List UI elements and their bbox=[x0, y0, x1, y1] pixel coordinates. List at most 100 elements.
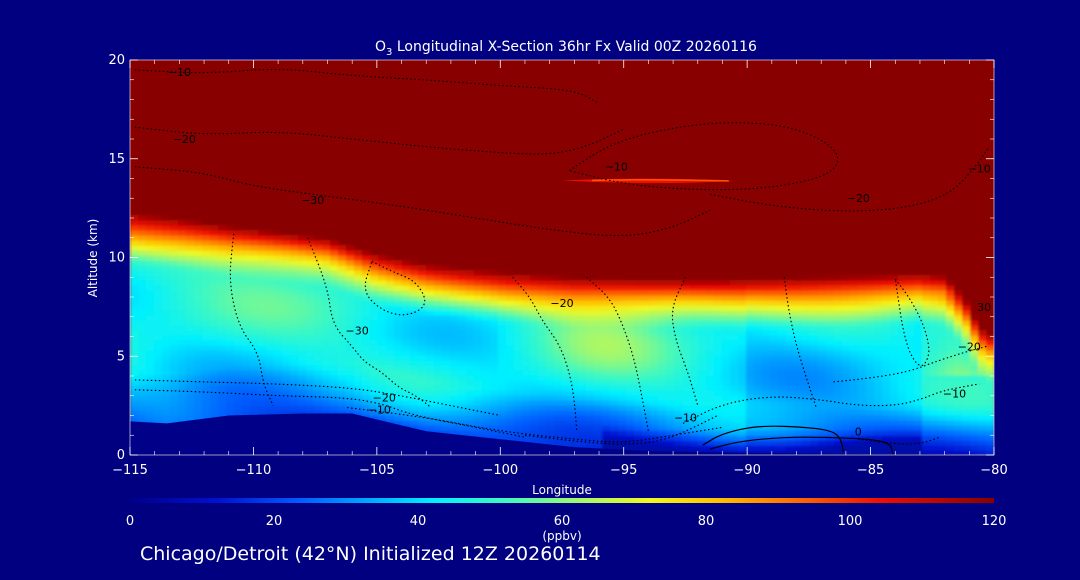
field-cell bbox=[258, 325, 267, 331]
field-cell bbox=[170, 290, 179, 296]
field-cell bbox=[490, 355, 499, 361]
field-cell bbox=[578, 370, 587, 376]
field-cell bbox=[130, 300, 139, 306]
field-cell bbox=[634, 400, 643, 406]
field-cell bbox=[274, 270, 283, 276]
field-cell bbox=[298, 285, 307, 291]
field-cell bbox=[258, 340, 267, 346]
field-cell bbox=[146, 380, 155, 386]
field-cell bbox=[322, 370, 331, 376]
field-cell bbox=[218, 360, 227, 366]
field-cell bbox=[426, 425, 435, 431]
field-cell bbox=[786, 340, 795, 346]
field-cell bbox=[210, 250, 219, 256]
field-cell bbox=[714, 350, 723, 356]
field-cell bbox=[138, 265, 147, 271]
field-cell bbox=[530, 410, 539, 416]
field-cell bbox=[258, 320, 267, 326]
field-cell bbox=[626, 415, 635, 421]
field-cell bbox=[402, 405, 411, 411]
contour-line-solid bbox=[709, 436, 894, 455]
field-cell bbox=[650, 440, 659, 446]
field-cell bbox=[978, 400, 987, 406]
field-cell bbox=[666, 430, 675, 436]
field-cell bbox=[170, 395, 179, 401]
field-cell bbox=[346, 375, 355, 381]
field-cell bbox=[218, 290, 227, 296]
field-cell bbox=[474, 290, 483, 296]
field-cell bbox=[674, 400, 683, 406]
field-cell bbox=[506, 270, 515, 276]
field-cell bbox=[202, 350, 211, 356]
field-cell bbox=[218, 260, 227, 266]
field-cell bbox=[522, 310, 531, 316]
field-cell bbox=[802, 390, 811, 396]
field-cell bbox=[130, 395, 139, 401]
field-cell bbox=[586, 300, 595, 306]
field-cell bbox=[666, 340, 675, 346]
field-cell bbox=[250, 395, 259, 401]
field-cell bbox=[674, 365, 683, 371]
field-cell bbox=[194, 410, 203, 416]
field-cell bbox=[250, 320, 259, 326]
field-cell bbox=[642, 280, 651, 286]
field-cell bbox=[242, 335, 251, 341]
field-cell bbox=[666, 380, 675, 386]
field-cell bbox=[690, 340, 699, 346]
field-cell bbox=[562, 390, 571, 396]
field-cell bbox=[162, 350, 171, 356]
field-cell bbox=[770, 340, 779, 346]
field-cell bbox=[522, 350, 531, 356]
field-cell bbox=[538, 340, 547, 346]
field-cell bbox=[698, 325, 707, 331]
field-cell bbox=[570, 385, 579, 391]
field-cell bbox=[202, 300, 211, 306]
field-cell bbox=[874, 365, 883, 371]
contour-label: −10 bbox=[674, 411, 697, 424]
field-cell bbox=[770, 315, 779, 321]
field-cell bbox=[586, 370, 595, 376]
field-cell bbox=[674, 340, 683, 346]
field-cell bbox=[722, 435, 731, 441]
field-cell bbox=[810, 415, 819, 421]
field-cell bbox=[778, 315, 787, 321]
field-cell bbox=[794, 440, 803, 446]
field-cell bbox=[266, 360, 275, 366]
field-cell bbox=[674, 350, 683, 356]
field-cell bbox=[978, 335, 987, 341]
field-cell bbox=[458, 370, 467, 376]
field-cell bbox=[506, 340, 515, 346]
field-cell bbox=[386, 385, 395, 391]
field-cell bbox=[634, 435, 643, 441]
field-cell bbox=[394, 390, 403, 396]
field-cell bbox=[210, 330, 219, 336]
field-cell bbox=[242, 385, 251, 391]
field-cell bbox=[146, 315, 155, 321]
field-cell bbox=[706, 425, 715, 431]
field-cell bbox=[378, 350, 387, 356]
field-cell bbox=[218, 350, 227, 356]
field-cell bbox=[138, 260, 147, 266]
field-cell bbox=[178, 415, 187, 421]
field-cell bbox=[898, 410, 907, 416]
field-cell bbox=[234, 345, 243, 351]
field-cell bbox=[938, 405, 947, 411]
field-cell bbox=[490, 330, 499, 336]
field-cell bbox=[242, 285, 251, 291]
field-cell bbox=[538, 315, 547, 321]
colorbar-tick-label: 60 bbox=[554, 514, 571, 529]
field-cell bbox=[682, 385, 691, 391]
field-cell bbox=[210, 345, 219, 351]
field-cell bbox=[914, 380, 923, 386]
field-cell bbox=[978, 375, 987, 381]
field-cell bbox=[610, 285, 619, 291]
field-cell bbox=[170, 405, 179, 411]
field-cell bbox=[394, 275, 403, 281]
field-cell bbox=[146, 400, 155, 406]
field-cell bbox=[634, 315, 643, 321]
field-cell bbox=[298, 365, 307, 371]
field-cell bbox=[586, 410, 595, 416]
field-cell bbox=[170, 310, 179, 316]
field-cell bbox=[666, 350, 675, 356]
field-cell bbox=[418, 400, 427, 406]
